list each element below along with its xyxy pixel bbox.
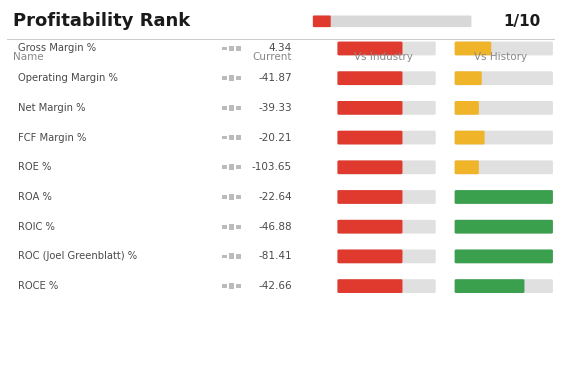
FancyBboxPatch shape (454, 250, 553, 263)
Bar (229, 224, 234, 230)
FancyBboxPatch shape (454, 71, 482, 85)
Bar (236, 46, 241, 51)
Text: -81.41: -81.41 (258, 251, 292, 261)
Text: ROIC %: ROIC % (18, 222, 55, 232)
Bar (236, 106, 241, 110)
Bar (236, 135, 241, 140)
FancyBboxPatch shape (454, 131, 553, 145)
Bar (236, 254, 241, 258)
FancyBboxPatch shape (313, 16, 471, 27)
FancyBboxPatch shape (454, 160, 553, 174)
Text: ROA %: ROA % (18, 192, 52, 202)
Text: ROCE %: ROCE % (18, 281, 58, 291)
FancyBboxPatch shape (454, 279, 553, 293)
Bar (222, 254, 227, 258)
Bar (222, 136, 227, 139)
Bar (222, 76, 227, 80)
Bar (229, 46, 234, 51)
FancyBboxPatch shape (337, 250, 436, 263)
FancyBboxPatch shape (337, 101, 402, 115)
FancyBboxPatch shape (313, 16, 331, 27)
FancyBboxPatch shape (337, 131, 436, 145)
Bar (229, 164, 234, 170)
Bar (236, 76, 241, 80)
Text: Gross Margin %: Gross Margin % (18, 43, 96, 54)
Text: -22.64: -22.64 (258, 192, 292, 202)
Bar (222, 47, 227, 50)
FancyBboxPatch shape (337, 71, 436, 85)
Bar (236, 224, 241, 229)
Text: -46.88: -46.88 (258, 222, 292, 232)
Text: FCF Margin %: FCF Margin % (18, 132, 86, 143)
Text: 1/10: 1/10 (503, 14, 540, 29)
FancyBboxPatch shape (454, 190, 553, 204)
FancyBboxPatch shape (337, 160, 436, 174)
Text: -103.65: -103.65 (251, 162, 292, 172)
Bar (236, 195, 241, 199)
Bar (222, 195, 227, 199)
Text: Vs Industry: Vs Industry (355, 52, 413, 62)
Bar (229, 194, 234, 200)
FancyBboxPatch shape (454, 42, 553, 55)
FancyBboxPatch shape (337, 220, 402, 234)
Bar (229, 283, 234, 289)
FancyBboxPatch shape (337, 250, 402, 263)
Text: Current: Current (252, 52, 292, 62)
Text: Profitability Rank: Profitability Rank (12, 12, 190, 30)
FancyBboxPatch shape (337, 220, 436, 234)
FancyBboxPatch shape (454, 250, 553, 263)
Text: -20.21: -20.21 (258, 132, 292, 143)
Text: -42.66: -42.66 (258, 281, 292, 291)
Bar (236, 284, 241, 288)
Text: -41.87: -41.87 (258, 73, 292, 83)
FancyBboxPatch shape (337, 190, 402, 204)
FancyBboxPatch shape (337, 131, 402, 145)
Bar (236, 165, 241, 169)
FancyBboxPatch shape (337, 42, 436, 55)
FancyBboxPatch shape (454, 220, 553, 234)
Text: Name: Name (12, 52, 43, 62)
Text: Vs History: Vs History (475, 52, 527, 62)
FancyBboxPatch shape (454, 131, 485, 145)
FancyBboxPatch shape (337, 279, 436, 293)
FancyBboxPatch shape (337, 279, 402, 293)
Bar (222, 284, 227, 288)
Text: ROC (Joel Greenblatt) %: ROC (Joel Greenblatt) % (18, 251, 137, 261)
FancyBboxPatch shape (454, 71, 553, 85)
FancyBboxPatch shape (454, 190, 553, 204)
Bar (222, 225, 227, 228)
FancyBboxPatch shape (454, 101, 479, 115)
Text: 4.34: 4.34 (268, 43, 292, 54)
Text: Operating Margin %: Operating Margin % (18, 73, 118, 83)
FancyBboxPatch shape (454, 279, 525, 293)
FancyBboxPatch shape (337, 101, 436, 115)
Text: -39.33: -39.33 (258, 103, 292, 113)
Bar (229, 105, 234, 111)
FancyBboxPatch shape (337, 190, 436, 204)
Text: ROE %: ROE % (18, 162, 52, 172)
Bar (222, 165, 227, 169)
FancyBboxPatch shape (337, 42, 402, 55)
FancyBboxPatch shape (454, 42, 491, 55)
FancyBboxPatch shape (337, 160, 402, 174)
FancyBboxPatch shape (454, 220, 553, 234)
FancyBboxPatch shape (337, 71, 402, 85)
Bar (229, 75, 234, 81)
Bar (222, 106, 227, 110)
Bar (229, 135, 234, 141)
Bar (229, 254, 234, 259)
FancyBboxPatch shape (454, 160, 479, 174)
Text: Net Margin %: Net Margin % (18, 103, 86, 113)
FancyBboxPatch shape (454, 101, 553, 115)
